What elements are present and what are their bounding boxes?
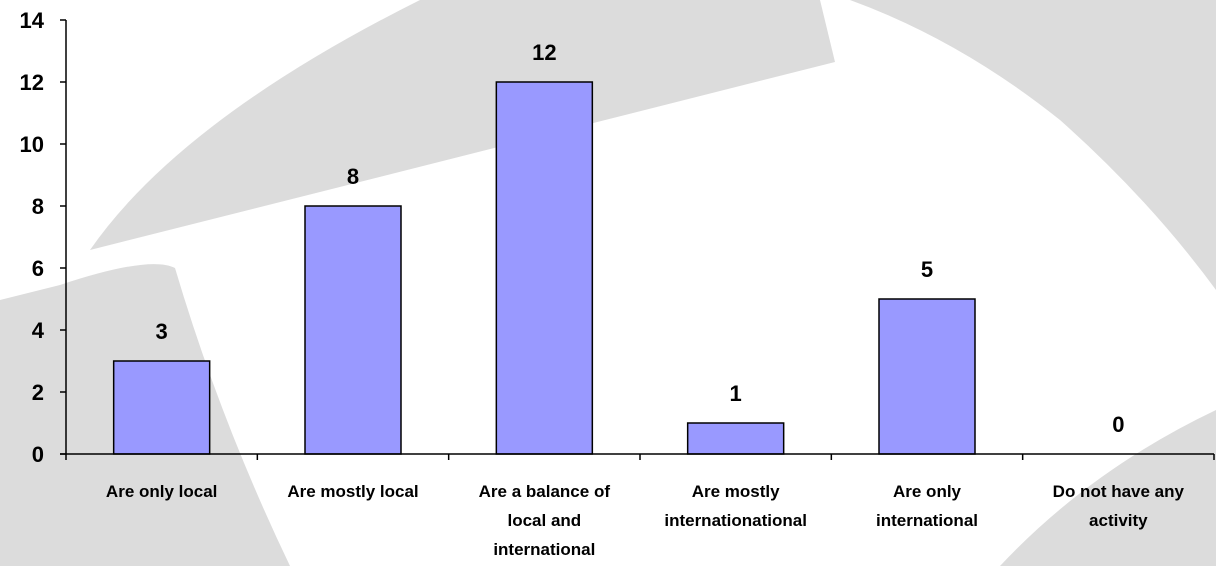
- bar-3: [495, 81, 594, 455]
- bar-1: [112, 360, 211, 455]
- data-label-1: 3: [156, 319, 168, 344]
- watermark-shape-bottom-right: [880, 410, 1216, 566]
- x-tick-label-4: Are mostly internationational: [664, 482, 807, 530]
- y-tick-label-0: 0: [32, 442, 44, 467]
- data-label-2: 8: [347, 164, 359, 189]
- data-label-6: 0: [1112, 412, 1124, 437]
- x-tick-label-5: Are only international: [876, 482, 978, 530]
- data-label-4: 1: [730, 381, 742, 406]
- data-label-5: 5: [921, 257, 933, 282]
- y-tick-label-6: 6: [32, 256, 44, 281]
- watermark-shape-center: [90, 0, 835, 250]
- x-tick-label-1: Are only local: [106, 482, 217, 501]
- axes: [60, 19, 1215, 460]
- bar-2: [304, 205, 402, 455]
- x-tick-label-6: Do not have any activity: [1053, 482, 1185, 530]
- x-tick-label-2: Are mostly local: [287, 482, 418, 501]
- y-tick-label-8: 8: [32, 194, 44, 219]
- bar-5: [878, 298, 976, 455]
- watermark-shape-right: [850, 0, 1216, 290]
- bar-4: [686, 422, 785, 455]
- data-label-3: 12: [532, 40, 556, 65]
- y-tick-label-2: 2: [32, 380, 44, 405]
- y-tick-label-14: 14: [20, 8, 45, 33]
- y-tick-label-10: 10: [20, 132, 44, 157]
- y-tick-label-4: 4: [32, 318, 45, 343]
- y-tick-label-12: 12: [20, 70, 44, 95]
- x-tick-label-3: Are a balance of local and international: [479, 482, 611, 559]
- bars: [112, 81, 976, 455]
- labels: 3 8 12 1 5 0 0 2 4 6 8 10 12 14 Are only local Are most…: [20, 8, 1185, 559]
